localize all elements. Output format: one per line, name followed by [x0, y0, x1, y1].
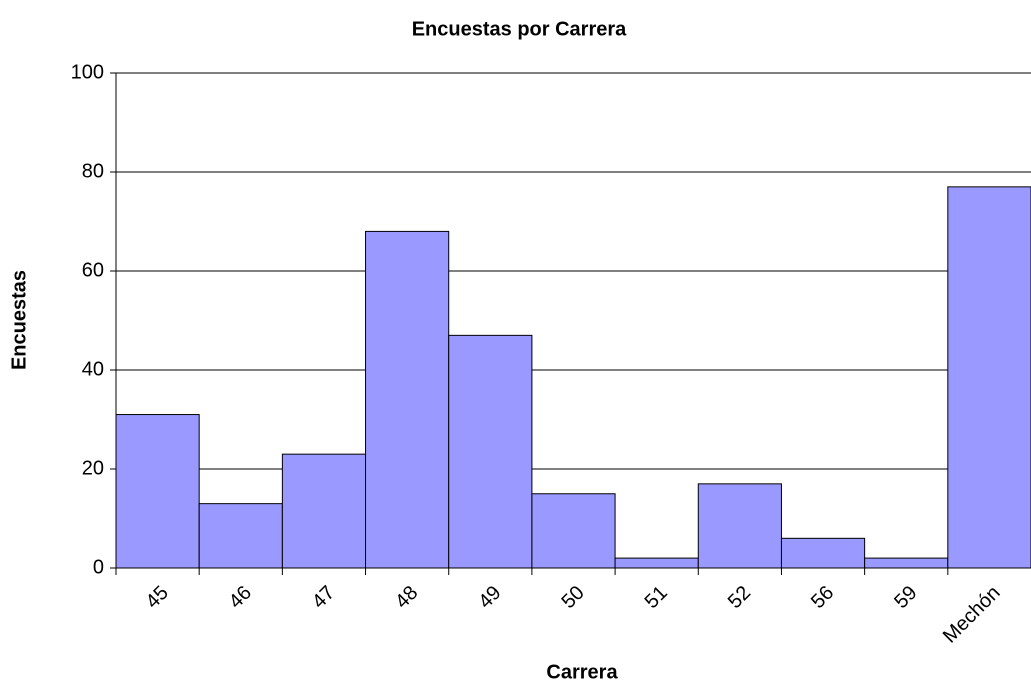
x-tick-label: Mechón	[939, 582, 1005, 648]
x-tick-label: 49	[474, 582, 505, 613]
x-tick-label: 52	[724, 582, 755, 613]
y-tick-label: 40	[82, 358, 104, 380]
bar	[198, 503, 283, 569]
bar	[947, 186, 1031, 569]
x-tick-label: 56	[807, 582, 838, 613]
y-tick-label: 60	[82, 259, 104, 281]
chart-title: Encuestas por Carrera	[412, 18, 627, 40]
x-axis-label: Carrera	[546, 661, 618, 683]
bar	[531, 493, 616, 569]
x-tick-label: 47	[308, 582, 339, 613]
bar	[365, 230, 450, 569]
bar	[780, 537, 866, 569]
y-tick-label: 100	[71, 61, 104, 83]
x-tick-label: 59	[890, 582, 921, 613]
y-tick-label: 20	[82, 457, 104, 479]
bar	[614, 557, 699, 569]
x-tick-label: 51	[641, 582, 672, 613]
x-tick-label: 46	[225, 582, 256, 613]
y-tick-label: 0	[93, 556, 104, 578]
bar	[448, 334, 533, 569]
bar	[697, 483, 782, 569]
x-tick-label: 45	[142, 582, 173, 613]
x-tick-label: 48	[391, 582, 422, 613]
y-axis-label: Encuestas	[8, 270, 30, 370]
y-tick-label: 80	[82, 160, 104, 182]
bar	[864, 557, 949, 569]
x-tick-label: 50	[557, 582, 588, 613]
bar	[115, 414, 200, 569]
bar	[281, 453, 367, 569]
